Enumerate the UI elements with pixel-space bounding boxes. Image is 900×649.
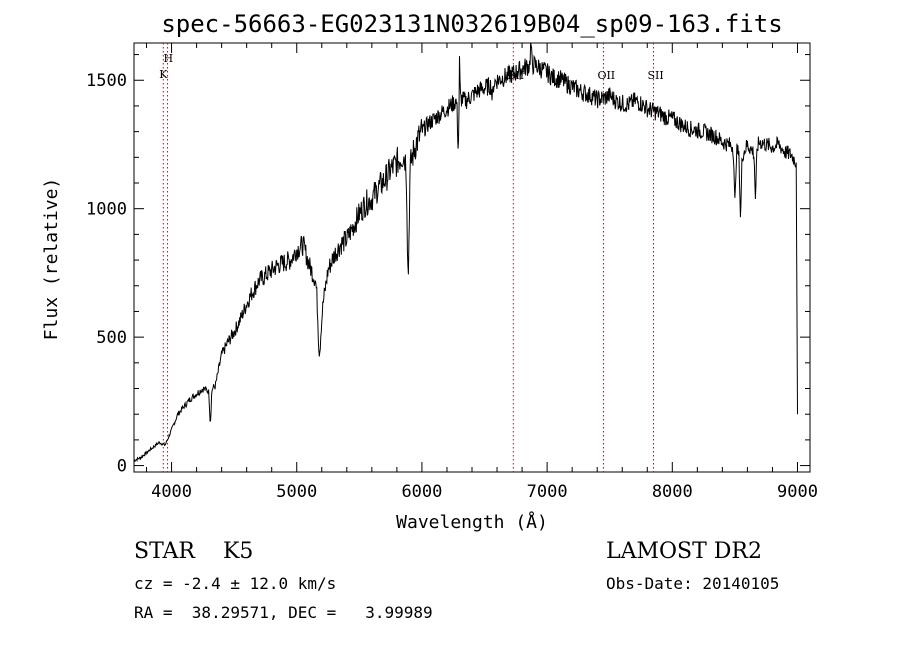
y-tick-label-0: 0 xyxy=(117,457,127,477)
x-tick-label-4: 8000 xyxy=(652,482,693,502)
redshift-velocity: cz = -2.4 ± 12.0 km/s xyxy=(134,574,337,593)
observation-date: Obs-Date: 20140105 xyxy=(606,574,780,593)
x-tick-label-2: 6000 xyxy=(401,482,442,502)
line-label-k: K xyxy=(159,68,168,81)
spectrum-line xyxy=(133,42,798,463)
line-label-oii: OII xyxy=(597,69,615,82)
survey-name: LAMOST DR2 xyxy=(606,539,762,564)
line-label-h: H xyxy=(164,52,174,65)
x-tick-label-0: 4000 xyxy=(151,482,192,502)
plot-frame xyxy=(133,42,811,473)
y-axis-label: Flux (relative) xyxy=(41,178,62,341)
y-tick-label-3: 1500 xyxy=(86,71,127,91)
x-tick-label-5: 9000 xyxy=(777,482,818,502)
y-tick-label-1: 500 xyxy=(96,328,127,348)
x-axis-label: Wavelength (Å) xyxy=(396,511,548,533)
x-tick-label-1: 5000 xyxy=(276,482,317,502)
x-tick-label-3: 7000 xyxy=(527,482,568,502)
object-class: STAR K5 xyxy=(134,539,254,564)
ra-dec-coordinates: RA = 38.29571, DEC = 3.99989 xyxy=(134,603,433,622)
y-tick-label-2: 1000 xyxy=(86,200,127,220)
line-label-sii: SII xyxy=(648,69,664,82)
chart-title: spec-56663-EG023131N032619B04_sp09-163.f… xyxy=(161,10,782,38)
